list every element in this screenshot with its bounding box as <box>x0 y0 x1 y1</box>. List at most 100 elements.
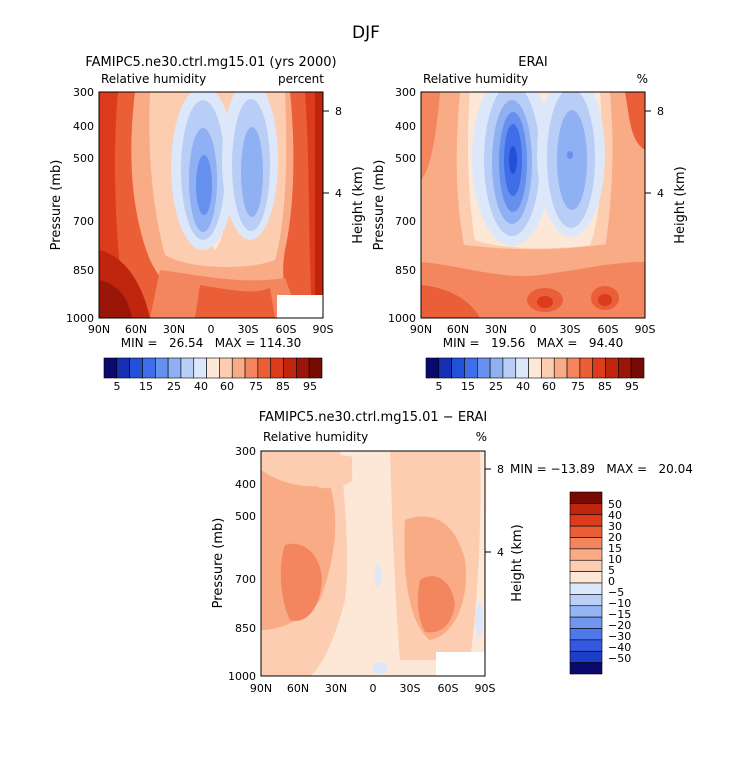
y-tick-label: 700 <box>235 573 256 586</box>
height-tick-label: 8 <box>497 463 504 476</box>
colorbar-swatch <box>630 357 645 379</box>
x-tick-label: 30N <box>163 323 185 336</box>
x-tick-label: 60S <box>438 682 459 695</box>
colorbar-label: 75 <box>571 380 585 393</box>
panel-model-y-ticks: 300 400 500 700 850 1000 <box>66 86 94 325</box>
colorbar-label: −30 <box>608 630 631 643</box>
y-tick-label: 400 <box>235 478 256 491</box>
panel-diff-x-ticks: 90N 60N 30N 0 30S 60S 90S <box>250 682 496 695</box>
x-tick-label: 90S <box>313 323 334 336</box>
y-tick-label: 500 <box>395 152 416 165</box>
x-tick-label: 30S <box>560 323 581 336</box>
panel-model-ylabel: Pressure (mb) <box>49 160 64 251</box>
colorbar-swatch <box>605 357 619 379</box>
panel-model-colorbar <box>103 357 323 379</box>
colorbar-label: 95 <box>625 380 639 393</box>
colorbar-label: 95 <box>303 380 317 393</box>
y-tick-label: 850 <box>235 622 256 635</box>
x-tick-label: 90N <box>410 323 432 336</box>
colorbar-label: −5 <box>608 586 624 599</box>
x-tick-label: 30S <box>238 323 259 336</box>
panel-model-ylabel-right: Height (km) <box>351 166 366 243</box>
colorbar-swatch <box>569 662 603 675</box>
colorbar-swatch <box>579 357 594 379</box>
colorbar-label: 15 <box>461 380 475 393</box>
colorbar-swatch <box>438 357 452 379</box>
panel-diff-colorbar-labels: 50 40 30 20 15 10 5 0 −5 −10 −15 −20 −30… <box>608 498 631 665</box>
colorbar-swatch <box>180 357 195 379</box>
colorbar-label: 25 <box>489 380 503 393</box>
colorbar-swatch <box>592 357 606 379</box>
colorbar-swatch <box>569 650 603 663</box>
y-tick-label: 700 <box>73 215 94 228</box>
y-tick-label: 1000 <box>228 670 256 683</box>
y-tick-label: 1000 <box>66 312 94 325</box>
height-tick-label: 4 <box>657 187 664 200</box>
colorbar-label: −50 <box>608 652 631 665</box>
panel-model-y-right-ticks: 8 4 <box>323 105 342 200</box>
colorbar-swatch <box>231 357 246 379</box>
colorbar-label: 5 <box>114 380 121 393</box>
panel-diff-y-right-ticks: 8 4 <box>485 463 504 559</box>
figure-title: DJF <box>352 23 380 43</box>
x-tick-label: 0 <box>370 682 377 695</box>
x-tick-label: 30N <box>485 323 507 336</box>
colorbar-swatch <box>257 357 272 379</box>
colorbar-swatch <box>489 357 504 379</box>
panel-obs-colorbar <box>425 357 645 379</box>
x-tick-label: 60S <box>598 323 619 336</box>
y-tick-label: 500 <box>73 152 94 165</box>
colorbar-label: 60 <box>542 380 556 393</box>
panel-diff-title: FAMIPC5.ne30.ctrl.mg15.01 − ERAI <box>259 410 488 425</box>
panel-obs-y-right-ticks: 8 4 <box>645 105 664 200</box>
colorbar-label: 20 <box>608 531 622 544</box>
colorbar-swatch <box>116 357 130 379</box>
panel-obs-field <box>421 92 645 318</box>
panel-obs-ylabel-right: Height (km) <box>673 166 688 243</box>
colorbar-swatch <box>425 357 440 379</box>
colorbar-swatch <box>206 357 220 379</box>
colorbar-swatch <box>308 357 323 379</box>
colorbar-label: 10 <box>608 553 622 566</box>
panel-obs-stats: MIN = 19.56 MAX = 94.40 <box>443 336 623 350</box>
y-tick-label: 400 <box>395 120 416 133</box>
panel-diff-field <box>261 451 485 676</box>
height-tick-label: 4 <box>335 187 342 200</box>
height-tick-label: 8 <box>335 105 342 118</box>
colorbar-swatch <box>154 357 169 379</box>
colorbar-label: 40 <box>516 380 530 393</box>
colorbar-swatch <box>464 357 478 379</box>
panel-model-title: FAMIPC5.ne30.ctrl.mg15.01 (yrs 2000) <box>85 55 336 70</box>
panel-obs-ylabel: Pressure (mb) <box>372 160 387 251</box>
colorbar-swatch <box>569 639 603 652</box>
panel-obs-colorbar-labels: 5 15 25 40 60 75 85 95 <box>436 380 640 393</box>
panel-model-variable: Relative humidity <box>101 72 206 86</box>
colorbar-swatch <box>569 503 603 516</box>
panel-diff-colorbar <box>569 491 603 675</box>
colorbar-swatch <box>244 357 259 379</box>
x-tick-label: 60N <box>125 323 147 336</box>
colorbar-label: −10 <box>608 597 631 610</box>
colorbar-label: 85 <box>598 380 612 393</box>
colorbar-swatch <box>569 548 603 561</box>
colorbar-swatch <box>193 357 207 379</box>
panel-model-units: percent <box>278 72 324 86</box>
panel-diff-variable: Relative humidity <box>263 430 368 444</box>
colorbar-label: 15 <box>139 380 153 393</box>
x-tick-label: 90S <box>475 682 496 695</box>
colorbar-swatch <box>569 537 603 550</box>
colorbar-swatch <box>566 357 581 379</box>
colorbar-label: 40 <box>608 509 622 522</box>
colorbar-swatch <box>502 357 517 379</box>
height-tick-label: 4 <box>497 546 504 559</box>
colorbar-swatch <box>515 357 529 379</box>
colorbar-label: −15 <box>608 608 631 621</box>
colorbar-swatch <box>296 357 310 379</box>
colorbar-swatch <box>569 594 603 607</box>
x-tick-label: 60N <box>287 682 309 695</box>
colorbar-label: 50 <box>608 498 622 511</box>
y-tick-label: 850 <box>395 264 416 277</box>
colorbar-swatch <box>451 357 465 379</box>
height-tick-label: 8 <box>657 105 664 118</box>
y-tick-label: 300 <box>395 86 416 99</box>
